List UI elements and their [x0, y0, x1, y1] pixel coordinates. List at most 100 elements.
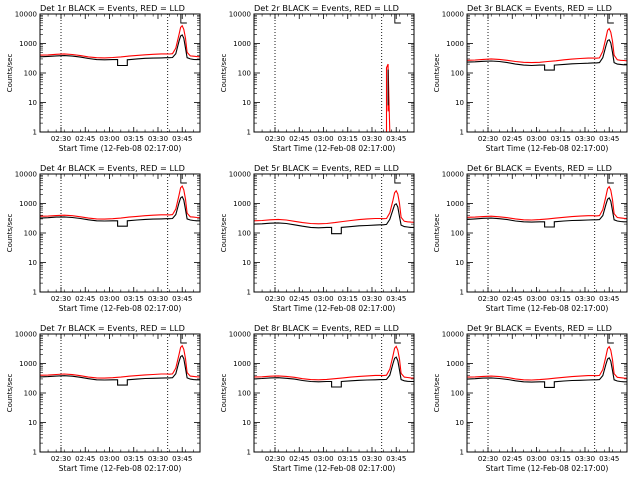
det-panel-6-xtick-label: 02:45 — [502, 295, 522, 303]
det-panel-1-title: Det 1r BLACK = Events, RED = LLD — [40, 3, 185, 13]
det-panel-8-ytick-label: 100 — [238, 390, 251, 398]
det-panel-5-ytick-label: 10 — [242, 259, 251, 267]
det-panel-8-xtick-label: 03:00 — [313, 455, 333, 463]
det-panel-6-title: Det 6r BLACK = Events, RED = LLD — [467, 163, 612, 173]
det-panel-1-xtick-label: 03:30 — [148, 135, 168, 143]
det-panel-8-ytick-label: 10 — [242, 419, 251, 427]
det-panel-7-ytick-label: 1 — [33, 449, 37, 457]
det-panel-5-ytick-label: 100 — [238, 230, 251, 238]
det-panel-7-ytick-label: 10 — [28, 419, 37, 427]
det-panel-3-lld-line — [467, 27, 627, 64]
det-panel-4-xtick-label: 03:45 — [172, 295, 192, 303]
det-panel-1-bracket-marker — [180, 14, 187, 24]
det-panel-4-ytick-label: 1 — [33, 289, 37, 297]
det-panel-3-title: Det 3r BLACK = Events, RED = LLD — [467, 3, 612, 13]
det-panel-1-ytick-label: 1000 — [19, 40, 37, 48]
det-panel-5-ytick-label: 1 — [247, 289, 251, 297]
det-panel-9-xtick-label: 02:45 — [502, 455, 522, 463]
det-panel-4-events-line — [40, 195, 200, 227]
det-panel-6-frame — [466, 173, 628, 293]
det-panel-2-ytick-label: 1000 — [233, 40, 251, 48]
det-panel-6-xtick-label: 03:00 — [526, 295, 546, 303]
det-panel-1-ytick-label: 10 — [28, 99, 37, 107]
det-panel-4-xlabel: Start Time (12-Feb-08 02:17:00) — [59, 304, 182, 313]
det-panel-1-xtick-label: 03:15 — [124, 135, 144, 143]
det-panel-1-frame — [39, 13, 201, 133]
det-panel-6: Det 6r BLACK = Events, RED = LLD Counts/s… — [433, 163, 628, 313]
det-panel-9-bracket-marker — [607, 334, 614, 344]
det-panel-1-ytick-label: 100 — [24, 70, 37, 78]
det-panel-6-events-line — [467, 197, 627, 228]
det-panel-3-ytick-label: 1 — [460, 129, 464, 137]
det-panel-9-ylabel: Counts/sec — [433, 374, 441, 413]
det-panel-8-ytick-label: 1 — [247, 449, 251, 457]
det-panel-9: Det 9r BLACK = Events, RED = LLD Counts/s… — [433, 323, 628, 473]
det-panel-8-bracket-marker — [394, 334, 401, 344]
det-panel-7-ytick-label: 10000 — [15, 331, 37, 339]
det-panel-4-frame — [39, 173, 201, 293]
det-panel-9-ytick-label: 10000 — [442, 331, 464, 339]
det-panel-7-frame — [39, 333, 201, 453]
det-panel-2-ylabel: Counts/sec — [220, 54, 228, 93]
det-panel-3-xtick-label: 03:00 — [526, 135, 546, 143]
det-panel-2-xtick-label: 03:45 — [386, 135, 406, 143]
det-panel-6-ytick-label: 10000 — [442, 171, 464, 179]
det-panel-7-xtick-label: 03:15 — [124, 455, 144, 463]
det-panel-2-frame — [253, 13, 415, 133]
det-panel-3-ytick-label: 100 — [451, 70, 464, 78]
det-panel-2-ytick-label: 10000 — [229, 11, 251, 19]
det-panel-5-xtick-label: 02:45 — [289, 295, 309, 303]
det-panel-1-xtick-label: 02:30 — [51, 135, 71, 143]
det-panel-2-xtick-label: 02:45 — [289, 135, 309, 143]
det-panel-5-xtick-label: 03:15 — [338, 295, 358, 303]
det-panel-8-xtick-label: 02:45 — [289, 455, 309, 463]
det-panel-3-ytick-label: 10 — [455, 99, 464, 107]
det-panel-2-xlabel: Start Time (12-Feb-08 02:17:00) — [273, 144, 396, 153]
det-panel-2-xtick-label: 03:00 — [313, 135, 333, 143]
det-panel-3-ytick-label: 1000 — [446, 40, 464, 48]
det-panel-7-xtick-label: 02:30 — [51, 455, 71, 463]
det-panel-1-xlabel: Start Time (12-Feb-08 02:17:00) — [59, 144, 182, 153]
det-panel-3-xtick-label: 02:45 — [502, 135, 522, 143]
det-panel-4-xtick-label: 02:30 — [51, 295, 71, 303]
det-panel-2-ytick-label: 10 — [242, 99, 251, 107]
det-panel-6-xtick-label: 02:30 — [478, 295, 498, 303]
det-panel-8-xtick-label: 03:45 — [386, 455, 406, 463]
det-panel-5-xtick-label: 03:30 — [362, 295, 382, 303]
det-panel-6-ytick-label: 1 — [460, 289, 464, 297]
det-panel-9-lld-line — [467, 345, 627, 381]
det-panel-5-bracket-marker — [394, 174, 401, 184]
det-panel-8-xtick-label: 03:15 — [338, 455, 358, 463]
det-panel-2-title: Det 2r BLACK = Events, RED = LLD — [254, 3, 399, 13]
det-panel-6-ylabel: Counts/sec — [433, 214, 441, 253]
det-panel-3-events-line — [467, 38, 627, 71]
det-panel-6-xtick-label: 03:30 — [575, 295, 595, 303]
det-panel-9-xtick-label: 02:30 — [478, 455, 498, 463]
det-panel-5-ylabel: Counts/sec — [220, 214, 228, 253]
det-panel-8-lld-line — [254, 345, 414, 381]
det-panel-7-xtick-label: 03:00 — [99, 455, 119, 463]
det-panel-5-ytick-label: 10000 — [229, 171, 251, 179]
det-panel-6-xlabel: Start Time (12-Feb-08 02:17:00) — [486, 304, 609, 313]
det-panel-7-ytick-label: 1000 — [19, 360, 37, 368]
det-panel-8-xtick-label: 02:30 — [265, 455, 285, 463]
det-panel-6-ytick-label: 10 — [455, 259, 464, 267]
det-panel-3-ytick-label: 10000 — [442, 11, 464, 19]
det-panel-4-ytick-label: 10000 — [15, 171, 37, 179]
det-panel-9-xtick-label: 03:45 — [599, 455, 619, 463]
det-panel-5-lld-line — [254, 189, 414, 225]
det-panel-6-bracket-marker — [607, 174, 614, 184]
det-panel-3-xtick-label: 03:30 — [575, 135, 595, 143]
det-panel-8-xtick-label: 03:30 — [362, 455, 382, 463]
det-panel-3-xtick-label: 03:45 — [599, 135, 619, 143]
det-panel-3-xtick-label: 03:15 — [551, 135, 571, 143]
det-panel-9-xlabel: Start Time (12-Feb-08 02:17:00) — [486, 464, 609, 473]
det-panel-1: Det 1r BLACK = Events, RED = LLD Counts/s… — [6, 3, 201, 153]
det-panel-8-title: Det 8r BLACK = Events, RED = LLD — [254, 323, 399, 333]
det-panel-9-xtick-label: 03:15 — [551, 455, 571, 463]
det-panel-4-ytick-label: 10 — [28, 259, 37, 267]
det-panel-8-xlabel: Start Time (12-Feb-08 02:17:00) — [273, 464, 396, 473]
det-panel-7-ylabel: Counts/sec — [6, 374, 14, 413]
det-panel-9-xtick-label: 03:30 — [575, 455, 595, 463]
